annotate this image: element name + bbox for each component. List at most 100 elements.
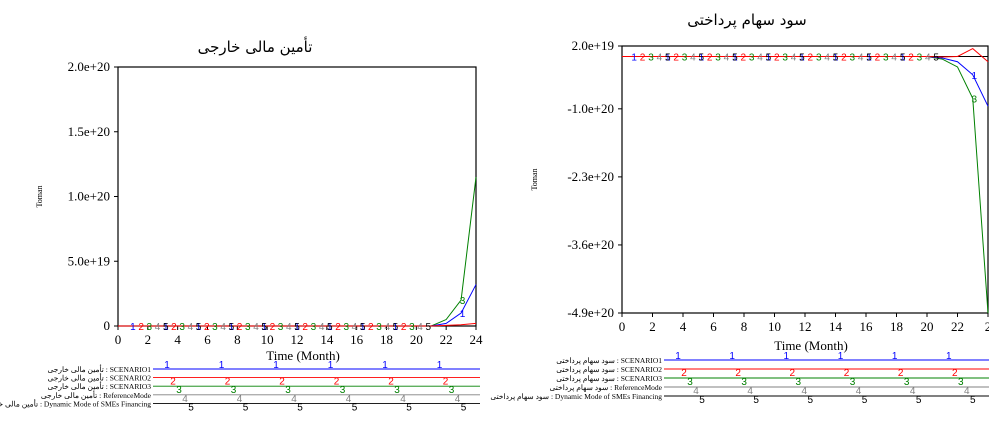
series-marker-1: 1 (327, 322, 333, 333)
chart-title: تأمین مالی خارجی (198, 36, 313, 56)
series-marker-3: 3 (782, 52, 788, 63)
legend-marker-4: 4 (964, 386, 970, 397)
x-tick-label: 18 (380, 332, 393, 347)
legend-marker-5: 5 (243, 402, 249, 413)
legend-entry-label: سود سهام پرداختی : SCENARIO3 (556, 374, 662, 383)
series-marker-1: 1 (196, 322, 202, 333)
chart-2: سود سهام پرداختی -4.9e+20 -3.6e+20 -2.3e+20… (490, 11, 989, 406)
legend-marker-4: 4 (400, 394, 406, 405)
series-marker-4: 4 (891, 52, 897, 63)
x-tick-label: 16 (350, 332, 364, 347)
series-marker-3: 3 (648, 52, 654, 63)
series-marker-1: 1 (631, 52, 637, 63)
series-marker-2: 2 (673, 52, 679, 63)
series-marker-1: 1 (766, 52, 772, 63)
series-marker-3: 3 (715, 52, 721, 63)
series-marker-2: 2 (335, 322, 341, 333)
series-marker-4: 4 (352, 322, 358, 333)
legend-entry-label: تأمین مالی خارجی : SCENARIO1 (48, 363, 152, 374)
series-marker-4: 4 (791, 52, 797, 63)
series-marker-4: 4 (319, 322, 325, 333)
y-tick-label: -2.3e+20 (567, 169, 614, 184)
y-axis-label: Toman (530, 168, 539, 190)
series-marker-1: 1 (130, 322, 136, 333)
series-marker-1: 1 (360, 322, 366, 333)
series-marker-5: 5 (360, 322, 366, 333)
legend-entry-label: تأمین مالی خارجی : ReferenceMode (41, 389, 152, 400)
plot-area: 1 1 1 1 1 1 1 1 12 2 2 2 2 2 2 2 23 3 3 3 3 3 3 3 34 4 4 4 4 4 4 4 45 5 5 5… (622, 48, 989, 314)
legend-marker-1: 1 (219, 360, 225, 371)
legend-marker-1: 1 (328, 360, 334, 371)
legend-marker-2: 2 (790, 368, 796, 379)
x-tick-label: 0 (619, 319, 626, 334)
legend-marker-3: 3 (176, 385, 182, 396)
series-line-2 (622, 48, 989, 63)
series-line-3 (118, 177, 477, 327)
series-marker-3: 3 (376, 322, 382, 333)
series-marker-5: 5 (196, 322, 202, 333)
series-marker-1: 1 (665, 52, 671, 63)
series-marker-2: 2 (740, 52, 746, 63)
x-tick-label: 6 (204, 332, 211, 347)
legend: سود سهام پرداختی : SCENARIO1 1 1 1 1 1 1 سود سه… (490, 351, 989, 406)
legend-marker-1: 1 (273, 360, 279, 371)
legend-marker-3: 3 (741, 377, 747, 388)
legend-marker-3: 3 (904, 377, 910, 388)
legend-marker-3: 3 (958, 377, 964, 388)
series-marker-1: 1 (294, 322, 300, 333)
legend-marker-3: 3 (687, 377, 693, 388)
legend-marker-5: 5 (699, 395, 705, 406)
x-tick-label: 20 (410, 332, 423, 347)
legend-marker-5: 5 (188, 402, 194, 413)
legend-marker-1: 1 (946, 351, 952, 362)
series-marker-3: 3 (917, 52, 923, 63)
legend-marker-1: 1 (382, 360, 388, 371)
legend-marker-4: 4 (291, 394, 297, 405)
series-marker-2: 2 (640, 52, 646, 63)
series-marker-3: 3 (278, 322, 284, 333)
series-marker-1: 1 (229, 322, 235, 333)
series-marker-1: 1 (699, 52, 705, 63)
series-marker-1: 1 (833, 52, 839, 63)
legend-marker-2: 2 (443, 377, 449, 388)
series-marker-5: 5 (229, 322, 235, 333)
legend-entry-label: سود سهام پرداختی : SCENARIO1 (556, 356, 662, 365)
series-marker-5: 5 (699, 52, 705, 63)
x-tick-label: 6 (710, 319, 717, 334)
y-axis-label: Toman (35, 185, 44, 207)
series-marker-3: 3 (147, 322, 153, 333)
x-tick-label: 24 (470, 332, 484, 347)
legend-marker-1: 1 (164, 360, 170, 371)
x-tick-label: 2 (649, 319, 656, 334)
series-marker-5: 5 (799, 52, 805, 63)
series-marker-5: 5 (393, 322, 399, 333)
series-marker-3: 3 (409, 322, 415, 333)
series-marker-5: 5 (900, 52, 906, 63)
legend-marker-4: 4 (346, 394, 352, 405)
x-tick-label: 8 (234, 332, 241, 347)
x-tick-label: 4 (174, 332, 181, 347)
series-marker-5: 5 (163, 322, 169, 333)
series-marker-5: 5 (327, 322, 333, 333)
legend-marker-3: 3 (231, 385, 237, 396)
series-marker-2: 2 (774, 52, 780, 63)
legend-marker-2: 2 (334, 377, 340, 388)
series-marker-1: 1 (866, 52, 872, 63)
series-line-1 (622, 55, 989, 107)
series-marker-4: 4 (253, 322, 259, 333)
series-marker-4: 4 (858, 52, 864, 63)
x-tick-label: 2 (145, 332, 152, 347)
series-marker-3: 3 (849, 52, 855, 63)
series-marker-5: 5 (866, 52, 872, 63)
series-marker-5: 5 (933, 52, 939, 63)
series-marker-4: 4 (286, 322, 292, 333)
x-tick-label: 22 (440, 332, 453, 347)
series-marker-4: 4 (657, 52, 663, 63)
series-marker-2: 2 (204, 322, 210, 333)
plot-frame (117, 66, 477, 327)
series-marker-2: 2 (270, 322, 276, 333)
legend-marker-3: 3 (850, 377, 856, 388)
x-axis-label: Time (Month) (266, 348, 340, 363)
legend-entry-label: سود سهام پرداختی : Dynamic Mode of SMEs … (490, 392, 662, 401)
